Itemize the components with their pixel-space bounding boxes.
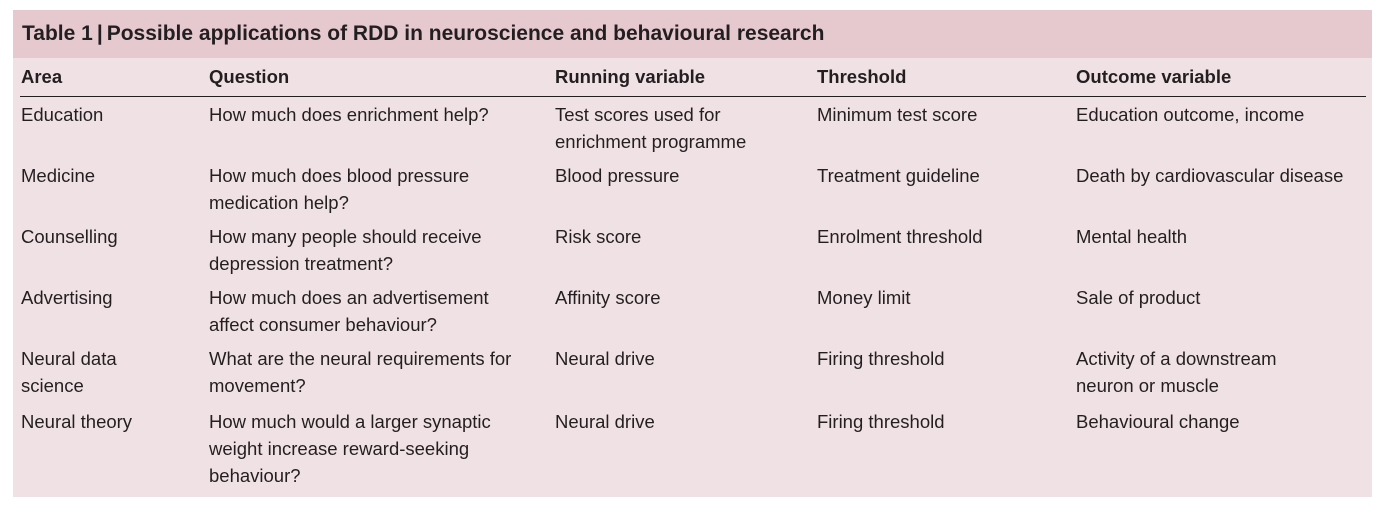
header-question: Question	[209, 66, 290, 87]
cell-line: How much does blood pressure	[209, 165, 470, 186]
cell-line: weight increase reward-seeking	[209, 438, 470, 459]
cell-line: What are the neural requirements for	[209, 348, 512, 369]
cell-line: Minimum test score	[817, 104, 978, 125]
cell-area: Education	[21, 101, 103, 128]
cell-running-variable: Affinity score	[555, 284, 661, 311]
cell-line: enrichment programme	[555, 131, 747, 152]
cell-line: Firing threshold	[817, 411, 945, 432]
header-outcome-variable: Outcome variable	[1076, 66, 1232, 87]
cell-outcome-variable: Activity of a downstream neuron or muscle	[1076, 345, 1277, 399]
cell-line: Neural drive	[555, 411, 655, 432]
cell-running-variable: Test scores used for enrichment programme	[555, 101, 746, 155]
cell-line: Sale of product	[1076, 287, 1201, 308]
cell-area: Counselling	[21, 223, 118, 250]
cell-line: How many people should receive	[209, 226, 482, 247]
cell-threshold: Money limit	[817, 284, 911, 311]
cell-question: How much does an advertisement affect con…	[209, 284, 489, 338]
cell-line: Blood pressure	[555, 165, 680, 186]
cell-line: neuron or muscle	[1076, 375, 1219, 396]
cell-line: science	[21, 375, 84, 396]
cell-threshold: Firing threshold	[817, 408, 945, 435]
cell-outcome-variable: Behavioural change	[1076, 408, 1240, 435]
table: Table 1 | Possible applications of RDD i…	[13, 10, 1372, 497]
cell-line: affect consumer behaviour?	[209, 314, 437, 335]
cell-line: Treatment guideline	[817, 165, 980, 186]
table-label-separator: |	[96, 22, 103, 45]
cell-line: Behavioural change	[1076, 411, 1240, 432]
cell-running-variable: Risk score	[555, 223, 641, 250]
cell-running-variable: Neural drive	[555, 345, 655, 372]
cell-area: Neural theory	[21, 408, 132, 435]
cell-question: What are the neural requirements for move…	[209, 345, 511, 399]
cell-running-variable: Neural drive	[555, 408, 655, 435]
cell-line: Enrolment threshold	[817, 226, 983, 247]
cell-outcome-variable: Sale of product	[1076, 284, 1200, 311]
cell-line: How much does an advertisement	[209, 287, 489, 308]
cell-line: Activity of a downstream	[1076, 348, 1277, 369]
cell-line: Education	[21, 104, 104, 125]
cell-running-variable: Blood pressure	[555, 162, 679, 189]
cell-outcome-variable: Education outcome, income	[1076, 101, 1304, 128]
cell-line: How much would a larger synaptic	[209, 411, 491, 432]
cell-line: behaviour?	[209, 465, 301, 486]
cell-line: Medicine	[21, 165, 96, 186]
cell-area: Advertising	[21, 284, 113, 311]
cell-question: How much would a larger synaptic weight i…	[209, 408, 491, 489]
cell-line: Neural data	[21, 348, 117, 369]
cell-line: Mental health	[1076, 226, 1188, 247]
cell-area: Neural data science	[21, 345, 117, 399]
cell-outcome-variable: Death by cardiovascular disease	[1076, 162, 1343, 189]
cell-line: Firing threshold	[817, 348, 945, 369]
cell-threshold: Enrolment threshold	[817, 223, 983, 250]
cell-threshold: Minimum test score	[817, 101, 977, 128]
cell-question: How much does enrichment help?	[209, 101, 489, 128]
cell-line: depression treatment?	[209, 253, 394, 274]
cell-question: How many people should receive depression…	[209, 223, 482, 277]
cell-line: Death by cardiovascular disease	[1076, 165, 1344, 186]
cell-line: Neural theory	[21, 411, 133, 432]
cell-line: Money limit	[817, 287, 911, 308]
cell-line: movement?	[209, 375, 306, 396]
table-title-bar: Table 1 | Possible applications of RDD i…	[13, 10, 1372, 58]
table-header-row: Area Question Running variable Threshold…	[20, 58, 1366, 97]
cell-question: How much does blood pressure medication h…	[209, 162, 469, 216]
cell-line: Counselling	[21, 226, 118, 247]
cell-line: Test scores used for	[555, 104, 721, 125]
header-area: Area	[21, 66, 63, 87]
header-running-variable: Running variable	[555, 66, 706, 87]
cell-line: Risk score	[555, 226, 642, 247]
cell-threshold: Treatment guideline	[817, 162, 980, 189]
table-label: Table 1	[22, 22, 93, 45]
cell-line: Neural drive	[555, 348, 655, 369]
cell-area: Medicine	[21, 162, 95, 189]
header-threshold: Threshold	[817, 66, 907, 87]
table-title: Possible applications of RDD in neurosci…	[106, 22, 825, 45]
cell-line: medication help?	[209, 192, 349, 213]
cell-outcome-variable: Mental health	[1076, 223, 1187, 250]
cell-threshold: Firing threshold	[817, 345, 945, 372]
cell-line: Education outcome, income	[1076, 104, 1305, 125]
cell-line: Advertising	[21, 287, 113, 308]
cell-line: Affinity score	[555, 287, 661, 308]
cell-line: How much does enrichment help?	[209, 104, 489, 125]
